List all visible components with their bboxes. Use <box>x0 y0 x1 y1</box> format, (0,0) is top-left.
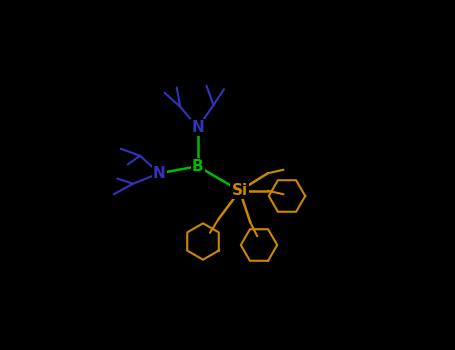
Text: Si: Si <box>232 183 248 198</box>
Text: B: B <box>192 159 203 174</box>
Text: N: N <box>192 120 204 135</box>
Text: N: N <box>153 166 166 181</box>
